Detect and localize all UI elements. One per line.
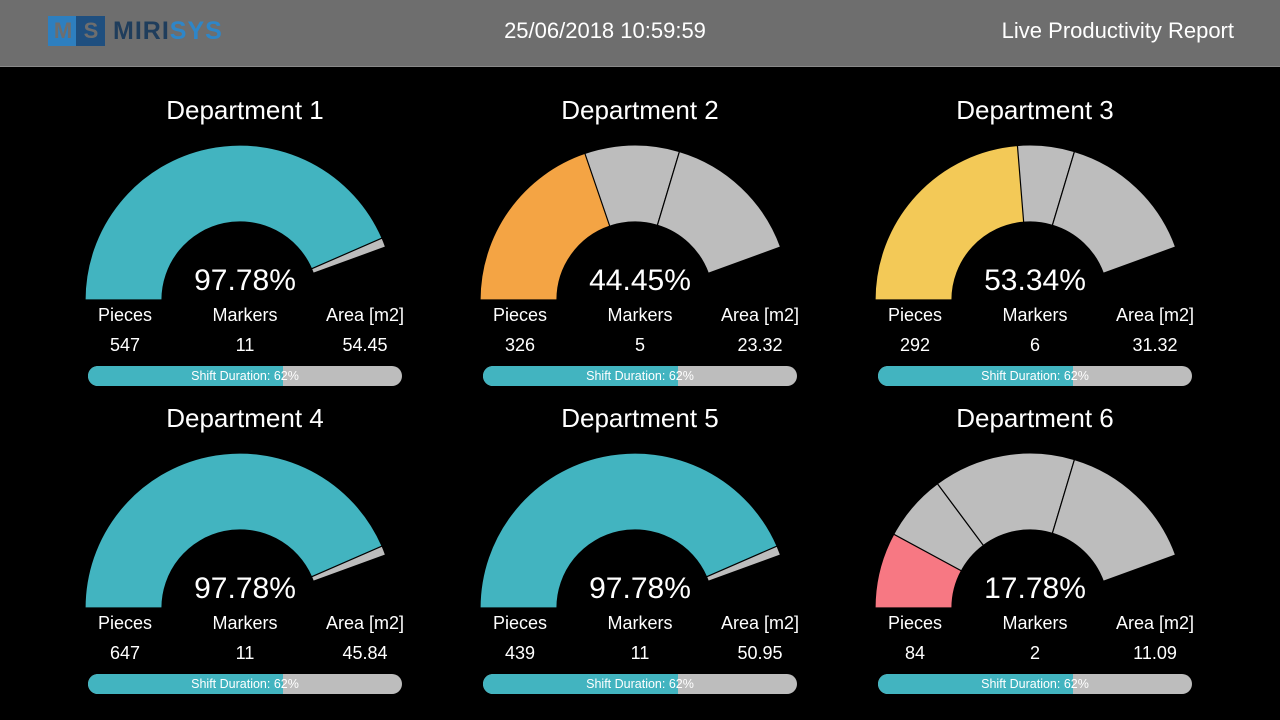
area-label: Area [m2] <box>720 613 800 633</box>
current-datetime: 25/06/2018 10:59:59 <box>504 18 706 43</box>
shift-duration-bar: Shift Duration: 62% <box>88 674 402 694</box>
area-value: 50.95 <box>737 643 783 663</box>
department-title: Department 4 <box>166 403 324 433</box>
pieces-value: 647 <box>109 643 141 663</box>
shift-duration-label: Shift Duration: 62% <box>981 369 1089 383</box>
department-panel-4: Department 4 97.78% Pieces Markers Area [m2]… <box>65 378 425 694</box>
pieces-value: 326 <box>504 335 536 355</box>
markers-value: 6 <box>1029 335 1040 355</box>
shift-duration-bar: Shift Duration: 62% <box>878 674 1192 694</box>
pieces-value: 84 <box>904 643 926 663</box>
report-title: Live Productivity Report <box>1001 18 1234 43</box>
area-label: Area [m2] <box>720 305 800 325</box>
mirisys-logo: M S MIRISYS <box>48 16 223 46</box>
department-panel-3: Department 3 53.34% Pieces Markers Area [m2]… <box>855 70 1215 386</box>
pieces-value: 439 <box>504 643 536 663</box>
markers-label: Markers <box>212 613 278 633</box>
department-title: Department 1 <box>166 95 324 125</box>
gauge-value-arc <box>874 533 963 609</box>
gauge-value-arc <box>874 144 1025 301</box>
shift-duration-fill <box>483 674 678 694</box>
shift-duration-fill <box>878 366 1073 386</box>
pieces-label: Pieces <box>887 305 943 325</box>
markers-value: 2 <box>1029 643 1040 663</box>
productivity-percent: 97.78% <box>194 264 296 297</box>
area-label: Area [m2] <box>325 305 405 325</box>
markers-value: 5 <box>634 335 645 355</box>
pieces-value: 547 <box>109 335 141 355</box>
pieces-label: Pieces <box>97 613 153 633</box>
markers-value: 11 <box>235 643 255 663</box>
logo-mark: M S <box>48 16 105 46</box>
shift-duration-fill <box>878 674 1073 694</box>
gauge-value-arc <box>84 144 383 301</box>
productivity-percent: 97.78% <box>589 572 691 605</box>
gauge-segment-high <box>1051 150 1177 275</box>
area-value: 45.84 <box>342 643 388 663</box>
markers-value: 11 <box>630 643 650 663</box>
pieces-value: 292 <box>899 335 931 355</box>
productivity-percent: 53.34% <box>984 264 1086 297</box>
gauge-value-arc <box>479 452 778 609</box>
shift-duration-bar: Shift Duration: 62% <box>483 674 797 694</box>
shift-duration-label: Shift Duration: 62% <box>586 677 694 691</box>
productivity-gauge <box>479 144 782 301</box>
shift-duration-label: Shift Duration: 62% <box>586 369 694 383</box>
markers-label: Markers <box>607 613 673 633</box>
area-label: Area [m2] <box>325 613 405 633</box>
area-label: Area [m2] <box>1115 305 1195 325</box>
shift-duration-label: Shift Duration: 62% <box>981 677 1089 691</box>
department-title: Department 3 <box>956 95 1114 125</box>
area-label: Area [m2] <box>1115 613 1195 633</box>
productivity-gauge <box>84 144 387 301</box>
department-panel-5: Department 5 97.78% Pieces Markers Area [m2]… <box>460 378 820 694</box>
department-title: Department 6 <box>956 403 1114 433</box>
productivity-gauge <box>479 452 782 609</box>
shift-duration-bar: Shift Duration: 62% <box>88 366 402 386</box>
department-panel-6: Department 6 17.78% Pieces Markers Area [m2]… <box>855 378 1215 694</box>
gauge-value-arc <box>479 152 611 301</box>
markers-label: Markers <box>607 305 673 325</box>
area-value: 11.09 <box>1133 643 1177 663</box>
gauge-segment-high <box>1051 458 1177 583</box>
productivity-percent: 17.78% <box>984 572 1086 605</box>
department-panel-1: Department 1 97.78% Pieces Markers Area [m2]… <box>65 70 425 386</box>
shift-duration-bar: Shift Duration: 62% <box>483 366 797 386</box>
shift-duration-bar: Shift Duration: 62% <box>878 366 1192 386</box>
pieces-label: Pieces <box>492 305 548 325</box>
productivity-gauge <box>84 452 387 609</box>
pieces-label: Pieces <box>97 305 153 325</box>
productivity-gauge <box>874 144 1177 301</box>
shift-duration-fill <box>88 674 283 694</box>
shift-duration-fill <box>88 366 283 386</box>
markers-label: Markers <box>1002 305 1068 325</box>
logo-text: MIRISYS <box>113 16 223 45</box>
markers-label: Markers <box>1002 613 1068 633</box>
productivity-percent: 97.78% <box>194 572 296 605</box>
shift-duration-label: Shift Duration: 62% <box>191 677 299 691</box>
productivity-percent: 44.45% <box>589 264 691 297</box>
markers-value: 11 <box>235 335 255 355</box>
area-value: 54.45 <box>342 335 388 355</box>
productivity-gauge <box>874 452 1177 609</box>
shift-duration-label: Shift Duration: 62% <box>191 369 299 383</box>
department-title: Department 2 <box>561 95 719 125</box>
pieces-label: Pieces <box>492 613 548 633</box>
gauge-value-arc <box>84 452 383 609</box>
pieces-label: Pieces <box>887 613 943 633</box>
gauge-segment-high <box>656 150 782 275</box>
markers-label: Markers <box>212 305 278 325</box>
department-panel-2: Department 2 44.45% Pieces Markers Area [m2]… <box>460 70 820 386</box>
area-value: 23.32 <box>737 335 783 355</box>
shift-duration-fill <box>483 366 678 386</box>
department-title: Department 5 <box>561 403 719 433</box>
top-bar: M S MIRISYS 25/06/2018 10:59:59 Live Pro… <box>0 0 1280 67</box>
area-value: 31.32 <box>1132 335 1178 355</box>
